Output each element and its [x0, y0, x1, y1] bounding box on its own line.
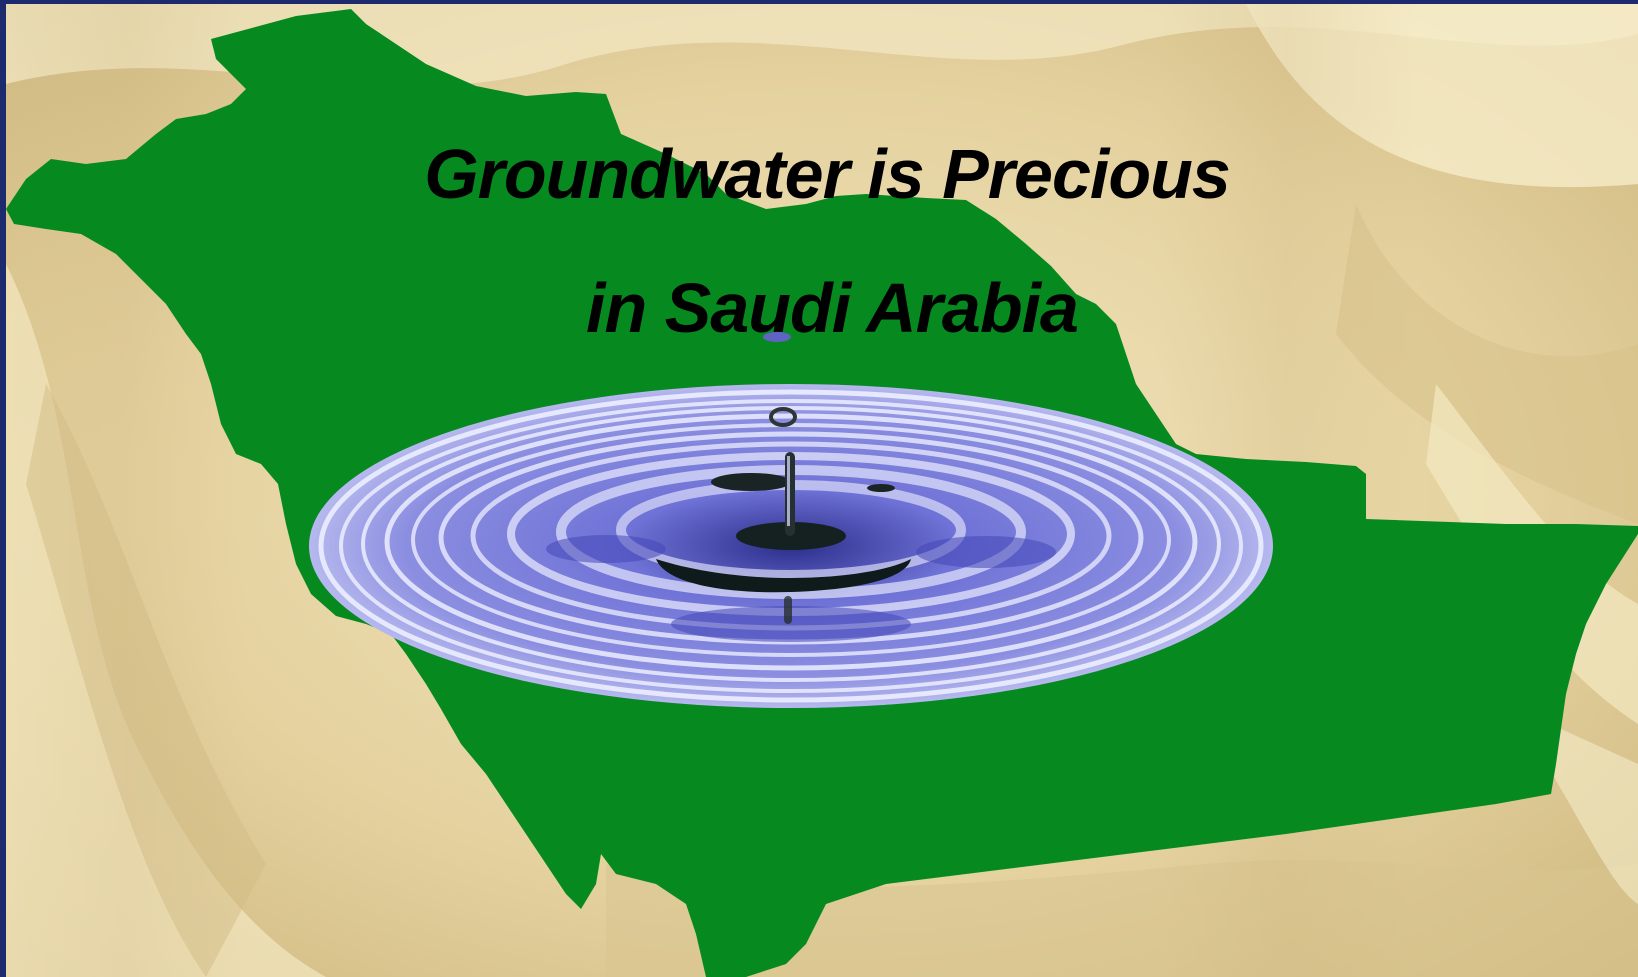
slide-title-line-1: Groundwater is Precious: [424, 135, 1231, 213]
slide-title-line-2: in Saudi Arabia: [586, 269, 1079, 347]
slide-artwork: [6, 4, 1638, 977]
water-drop-ripple: [309, 332, 1273, 708]
slide: Groundwater is Precious in Saudi Arabia: [6, 4, 1638, 977]
